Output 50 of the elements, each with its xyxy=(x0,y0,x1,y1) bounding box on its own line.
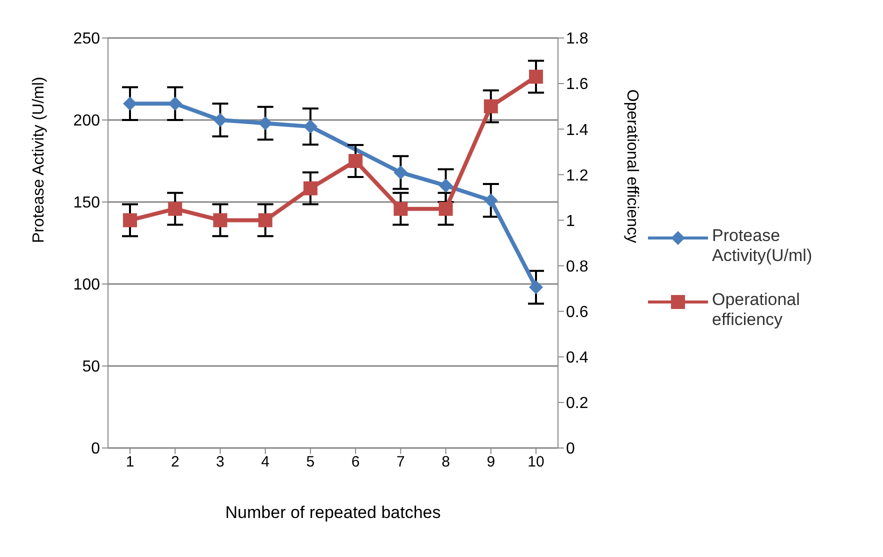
y-tick-label: 100 xyxy=(73,276,100,294)
point xyxy=(213,213,228,228)
point xyxy=(348,154,363,168)
y2-tick-label: 1 xyxy=(566,212,575,230)
x-tick-label: 8 xyxy=(442,454,450,471)
point xyxy=(168,202,182,216)
x-tick-label: 5 xyxy=(306,454,315,471)
x-axis-title: Number of repeated batches xyxy=(225,503,441,522)
point xyxy=(529,70,543,84)
x-tick-label: 1 xyxy=(126,454,134,471)
y-tick-label: 50 xyxy=(82,358,100,376)
x-tick-label: 2 xyxy=(170,454,180,471)
point xyxy=(258,213,272,228)
point xyxy=(213,113,228,127)
x-tick-label: 9 xyxy=(486,454,496,471)
legend-label: Protease Activity(U/ml) xyxy=(712,226,814,266)
point xyxy=(258,116,272,130)
point xyxy=(438,202,453,216)
y2-tick-label: 1.4 xyxy=(566,122,588,139)
point xyxy=(484,193,498,208)
y-axis-title: Protease Activity (U/ml) xyxy=(30,76,48,243)
y-tick-label: 0 xyxy=(91,440,100,458)
point xyxy=(438,178,453,193)
x-tick-label: 10 xyxy=(528,454,544,471)
y2-tick-label: 0 xyxy=(566,440,575,458)
x-tick-label: 7 xyxy=(396,454,405,471)
x-tick-label: 3 xyxy=(216,454,224,471)
y2-axis-title: Operational efficiency xyxy=(623,89,640,243)
x-tick-label: 4 xyxy=(261,454,270,471)
point xyxy=(303,120,318,134)
point xyxy=(123,213,137,228)
y2-tick-label: 0.8 xyxy=(566,258,588,276)
x-tick-label: 6 xyxy=(351,454,360,471)
point xyxy=(394,202,408,216)
y-tick-label: 150 xyxy=(73,194,100,212)
y2-tick-label: 1.2 xyxy=(566,167,588,184)
y-tick-label: 250 xyxy=(73,30,100,48)
point xyxy=(394,165,408,180)
point xyxy=(529,280,543,294)
y2-tick-label: 0.2 xyxy=(566,395,588,412)
y2-tick-label: 0.6 xyxy=(566,304,588,322)
y2-tick-label: 1.6 xyxy=(566,76,588,94)
legend-label: Operational efficiency xyxy=(712,290,801,330)
point xyxy=(484,99,498,114)
y-tick-label: 200 xyxy=(73,112,100,130)
point xyxy=(123,96,137,111)
y2-tick-label: 0.4 xyxy=(566,350,588,367)
point xyxy=(168,96,182,111)
y2-tick-label: 1.8 xyxy=(566,30,588,48)
point xyxy=(303,181,318,196)
